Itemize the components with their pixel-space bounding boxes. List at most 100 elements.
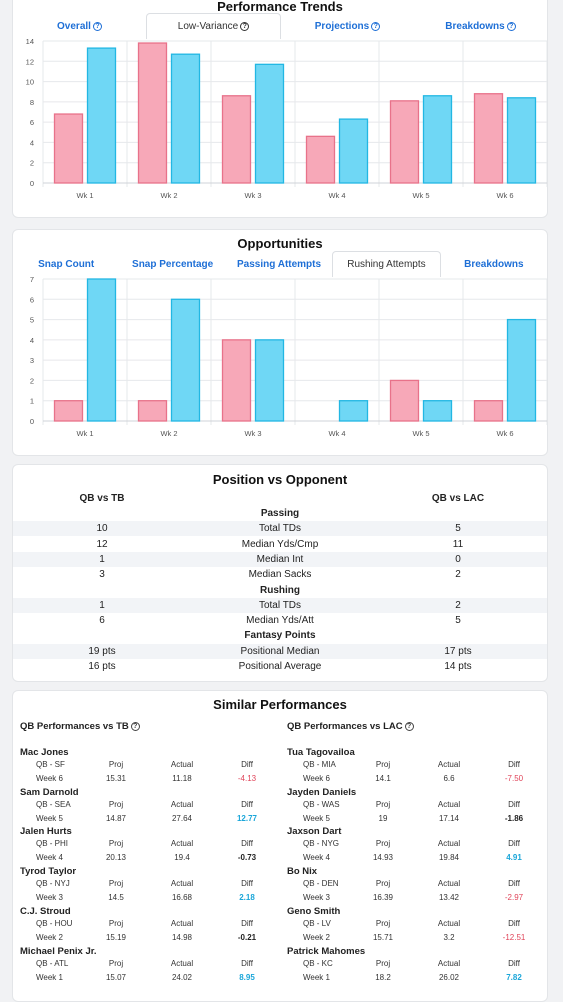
similar-player-row[interactable]: Jayden Daniels QB - WAS Week 5 Proj 19 Actual… (287, 786, 547, 827)
tab-overall[interactable]: Overall? (13, 13, 146, 39)
opp-bar-series1-wk-6[interactable] (473, 400, 504, 422)
tab-breakdowns[interactable]: Breakdowns? (414, 13, 547, 39)
trend-bar-series2-wk-4[interactable] (338, 118, 369, 184)
similar-player-row[interactable]: Tyrod Taylor QB - NYJ Week 3 Proj 14.5 Actual… (20, 866, 282, 906)
opp-bar-series2-wk-4[interactable] (338, 400, 369, 422)
x-tick-label: Wk 1 (76, 429, 93, 438)
trend-bar-series1-wk-1[interactable] (53, 113, 84, 184)
trend-bar-series1-wk-2[interactable] (137, 42, 168, 184)
similar-player-row[interactable]: Tua Tagovailoa QB - MIA Week 6 Proj 14.1 Actu… (287, 747, 547, 787)
tab-rushing-attempts[interactable]: Rushing Attempts (332, 251, 441, 277)
player-name[interactable]: Patrick Mahomes (287, 945, 366, 957)
trend-bar-series1-wk-4[interactable] (305, 135, 336, 184)
player-name[interactable]: Geno Smith (287, 905, 341, 917)
opp-bar-series2-wk-3[interactable] (254, 339, 285, 422)
y-tick-label: 2 (30, 376, 34, 385)
similar-player-row[interactable]: Geno Smith QB - LV Week 2 Proj 15.71 Actual 3.… (287, 905, 547, 946)
diff-label: Diff (508, 918, 520, 928)
trend-bar-series1-wk-6[interactable] (473, 93, 504, 184)
performance-trends-title: Performance Trends (217, 0, 343, 14)
actual-value: 27.64 (171, 813, 193, 823)
opp-bar-series2-wk-5[interactable] (422, 400, 453, 422)
position-vs-opponent-card: Position vs Opponent QB vs TB QB vs LAC … (12, 464, 548, 682)
tab-projections[interactable]: Projections? (281, 13, 414, 39)
player-name[interactable]: Jalen Hurts (20, 826, 72, 838)
trend-bar-series2-wk-1[interactable] (86, 47, 117, 184)
similar-column-header-label: QB Performances vs LAC (287, 720, 403, 732)
similar-player-row[interactable]: Bo Nix QB - DEN Week 3 Proj 16.39 Actual 13.42… (287, 866, 547, 906)
player-name[interactable]: Jayden Daniels (287, 786, 357, 798)
tab-label: Breakdowns (464, 258, 524, 270)
diff-value: -4.13 (237, 774, 257, 783)
actual-value: 14.98 (171, 932, 193, 942)
player-name[interactable]: Bo Nix (287, 866, 318, 878)
similar-player-row[interactable]: Jaxson Dart QB - NYG Week 4 Proj 14.93 Actual… (287, 826, 547, 866)
similar-player-row[interactable]: Sam Darnold QB - SEA Week 5 Proj 14.87 Actual… (20, 787, 282, 827)
player-team: QB - ATL (36, 958, 69, 968)
trend-bar-series2-wk-5[interactable] (422, 95, 453, 184)
help-icon[interactable]: ? (506, 21, 516, 31)
trend-bar-series1-wk-3[interactable] (221, 95, 252, 184)
player-name[interactable]: Jaxson Dart (287, 826, 342, 838)
actual-value: 3.2 (443, 932, 455, 942)
similar-player-row[interactable]: C.J. Stroud QB - HOU Week 2 Proj 15.19 Actual… (20, 906, 282, 946)
player-team: QB - HOU (36, 918, 73, 928)
tab-snap-count[interactable]: Snap Count (13, 251, 119, 277)
trend-bar-series1-wk-5[interactable] (389, 100, 420, 184)
help-icon[interactable]: ? (371, 21, 381, 31)
actual-label: Actual (170, 839, 194, 849)
pvo-right-value: 14 pts (444, 661, 472, 672)
proj-label: Proj (375, 760, 391, 769)
similar-player-row[interactable]: Mac Jones QB - SF Week 6 Proj 15.31 Actual 11.… (20, 747, 282, 787)
pvo-right-value: 5 (455, 523, 461, 535)
x-tick-label: Wk 6 (496, 429, 513, 438)
player-name[interactable]: C.J. Stroud (20, 905, 71, 917)
diff-value: 12.77 (236, 813, 258, 823)
opp-bar-series1-wk-5[interactable] (389, 379, 420, 422)
tab-snap-percentage[interactable]: Snap Percentage (119, 251, 225, 277)
proj-label: Proj (375, 879, 391, 889)
similar-player-row[interactable]: Patrick Mahomes QB - KC Week 1 Proj 18.2 Actu… (287, 945, 547, 986)
proj-value: 19 (378, 813, 388, 823)
similar-player-row[interactable]: Jalen Hurts QB - PHI Week 4 Proj 20.13 Actual… (20, 826, 282, 866)
actual-value: 16.68 (171, 893, 193, 903)
proj-value: 15.07 (105, 972, 127, 982)
diff-label: Diff (241, 879, 253, 889)
opp-bar-series2-wk-2[interactable] (170, 298, 201, 422)
pvo-row: 12 Median Yds/Cmp 11 (13, 537, 547, 552)
opp-bar-series2-wk-6[interactable] (506, 318, 537, 422)
similar-player-row[interactable]: Michael Penix Jr. QB - ATL Week 1 Proj 15.07… (20, 946, 282, 986)
diff-value: -2.97 (504, 893, 524, 903)
diff-value: -7.50 (504, 774, 524, 783)
help-icon[interactable]: ? (92, 21, 102, 31)
help-icon[interactable]: ? (404, 721, 414, 731)
player-name[interactable]: Tyrod Taylor (20, 866, 77, 878)
opp-bar-series1-wk-2[interactable] (137, 400, 168, 422)
diff-value: 2.18 (239, 893, 255, 903)
tab-breakdowns[interactable]: Breakdowns (441, 251, 547, 277)
player-name[interactable]: Michael Penix Jr. (20, 945, 97, 957)
help-icon[interactable]: ? (240, 22, 250, 31)
pvo-left-value: 12 (96, 538, 108, 550)
opp-bar-series1-wk-1[interactable] (53, 400, 84, 422)
opp-bar-series1-wk-3[interactable] (221, 339, 252, 422)
player-team: QB - SF (36, 760, 65, 769)
x-tick-label: Wk 4 (328, 191, 345, 200)
x-tick-label: Wk 1 (76, 191, 93, 200)
player-name[interactable]: Tua Tagovailoa (287, 747, 355, 758)
tab-low-variance[interactable]: Low-Variance? (146, 13, 281, 39)
pvo-row: 1 Total TDs 2 (13, 597, 547, 613)
pvo-stat-label: Median Int (256, 553, 304, 565)
trend-bar-series2-wk-2[interactable] (170, 53, 201, 184)
player-name[interactable]: Sam Darnold (20, 786, 79, 798)
trend-bar-series2-wk-6[interactable] (506, 97, 537, 184)
diff-label: Diff (241, 839, 253, 849)
help-icon[interactable]: ? (130, 721, 140, 731)
pvo-left-value: 6 (99, 615, 105, 627)
diff-value: -1.86 (504, 813, 524, 823)
player-name[interactable]: Mac Jones (20, 747, 69, 758)
opp-bar-series2-wk-1[interactable] (86, 278, 117, 422)
trend-bar-series2-wk-3[interactable] (254, 63, 285, 184)
tab-passing-attempts[interactable]: Passing Attempts (226, 251, 332, 277)
player-team: QB - MIA (303, 760, 336, 769)
